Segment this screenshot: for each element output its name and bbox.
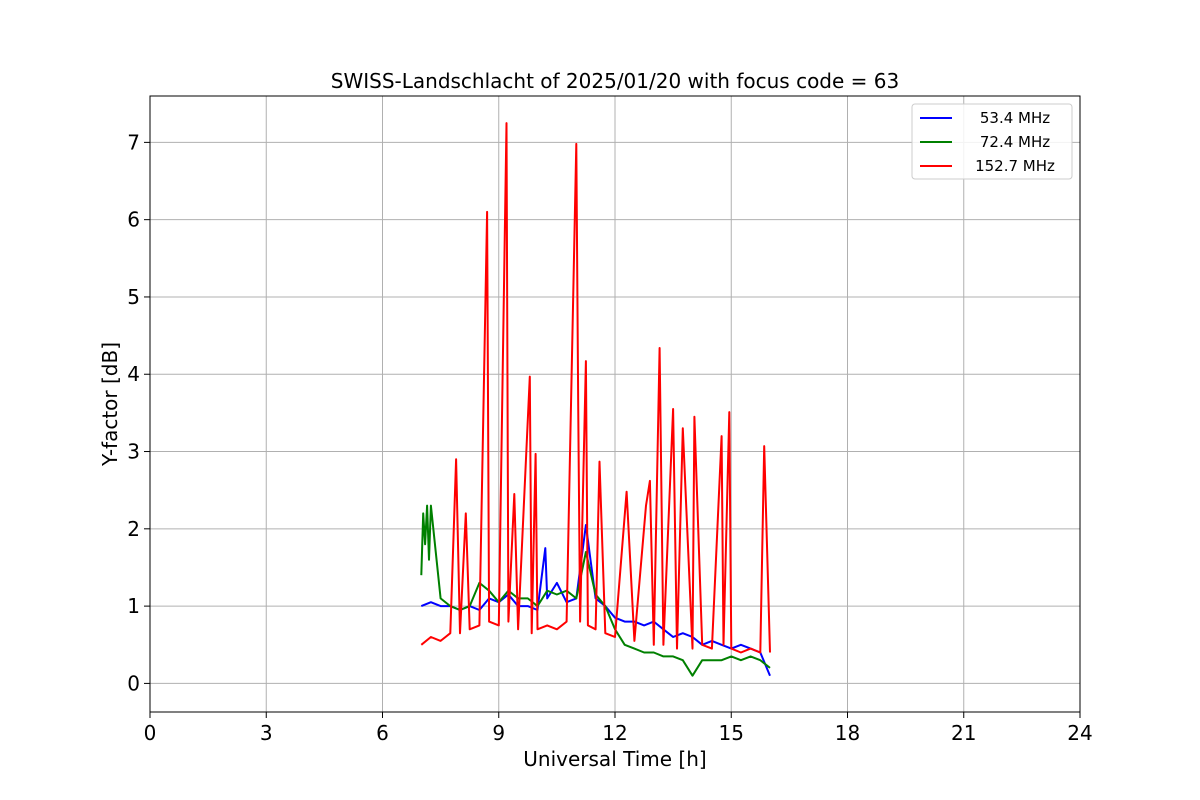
y-tick-label: 5 <box>127 285 140 309</box>
y-tick-label: 4 <box>127 362 140 386</box>
x-axis-label: Universal Time [h] <box>523 747 706 771</box>
chart-title: SWISS-Landschlacht of 2025/01/20 with fo… <box>331 69 899 93</box>
x-tick-label: 9 <box>492 721 505 745</box>
y-tick-label: 6 <box>127 208 140 232</box>
series-layer <box>420 122 771 677</box>
x-tick-label: 12 <box>602 721 627 745</box>
series-line-1 <box>420 504 771 677</box>
y-tick-label: 0 <box>127 671 140 695</box>
x-axis-ticks: 0 3 6 9 12 15 18 21 24 <box>144 712 1093 745</box>
x-tick-label: 24 <box>1067 721 1092 745</box>
legend-entry-1: 72.4 MHz <box>980 133 1050 151</box>
x-tick-label: 21 <box>951 721 976 745</box>
y-axis-label: Y-factor [dB] <box>98 342 122 467</box>
y-axis-ticks: 0 1 2 3 4 5 6 7 <box>127 130 150 695</box>
legend-box <box>911 103 1073 180</box>
x-tick-label: 18 <box>835 721 860 745</box>
series-line-0 <box>420 524 771 677</box>
x-tick-label: 0 <box>144 721 157 745</box>
x-tick-label: 15 <box>719 721 744 745</box>
y-tick-label: 7 <box>127 130 140 154</box>
series-line-2 <box>420 122 771 654</box>
y-tick-label: 3 <box>127 440 140 464</box>
legend-entry-2: 152.7 MHz <box>975 157 1055 175</box>
legend-entry-0: 53.4 MHz <box>980 109 1050 127</box>
x-tick-label: 3 <box>260 721 273 745</box>
y-tick-label: 1 <box>127 594 140 618</box>
legend: 53.4 MHz 72.4 MHz 152.7 MHz <box>911 103 1073 180</box>
y-tick-label: 2 <box>127 517 140 541</box>
x-tick-label: 6 <box>376 721 389 745</box>
